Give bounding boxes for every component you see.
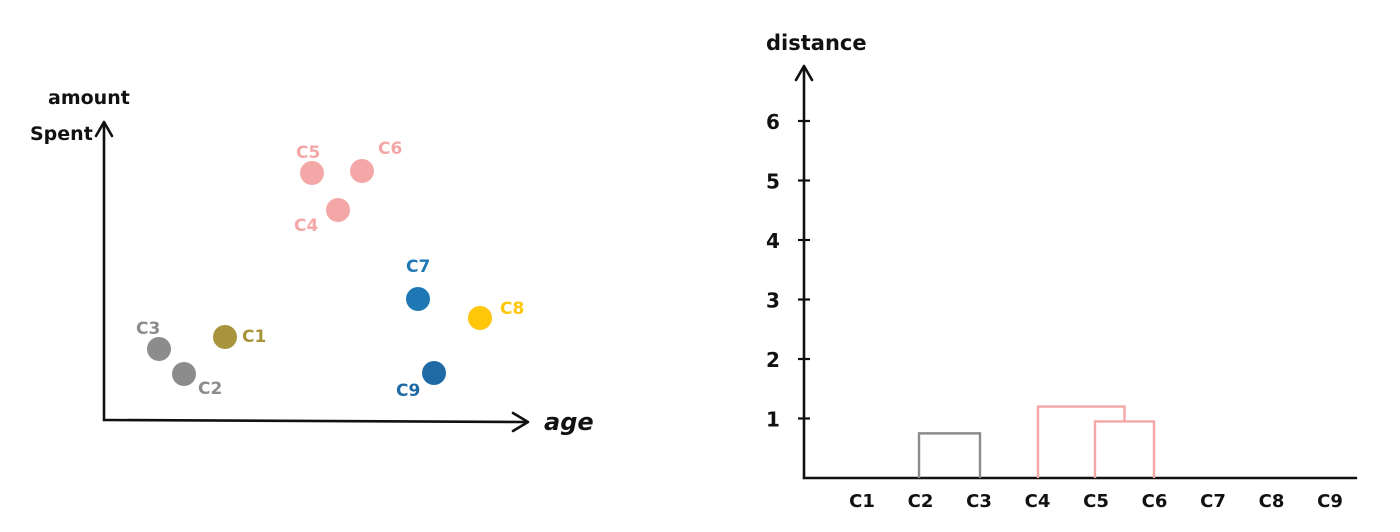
x-label-c6: C6 xyxy=(1142,491,1168,512)
dendrogram-y-arrowhead xyxy=(794,64,814,82)
point-c3 xyxy=(147,337,171,361)
point-label-c8: C8 xyxy=(500,299,524,319)
point-c7 xyxy=(406,287,430,311)
dendrogram: distance 1 2 3 4 5 6 C1 C2 C3 C4 C5 C6 C7 C8 C9 xyxy=(766,31,1358,512)
merge-link-c4-c5-c6 xyxy=(1036,405,1126,478)
scatter-y-label-line2: Spent xyxy=(30,123,93,145)
y-tick-label-5: 5 xyxy=(766,170,780,194)
scatter-x-arrowhead xyxy=(511,411,530,433)
point-label-c6: C6 xyxy=(378,139,402,159)
point-label-c7: C7 xyxy=(406,257,430,277)
x-label-c9: C9 xyxy=(1317,491,1343,512)
point-label-c3: C3 xyxy=(136,319,160,339)
x-label-c1: C1 xyxy=(849,491,875,512)
point-label-c4: C4 xyxy=(294,216,318,236)
point-label-c2: C2 xyxy=(198,379,222,399)
scatter-points: C5 C6 C4 C7 C8 C9 C3 C2 C1 xyxy=(136,139,524,401)
x-label-c7: C7 xyxy=(1200,491,1226,512)
scatter-x-axis xyxy=(102,418,528,424)
point-c9 xyxy=(422,361,446,385)
merge-link-c2-c3 xyxy=(917,432,982,478)
x-label-c5: C5 xyxy=(1083,491,1109,512)
point-label-c1: C1 xyxy=(242,327,266,347)
scatter-plot: amount Spent age C5 C6 C4 C7 C8 C9 C3 C2 C1 xyxy=(30,87,594,436)
dendrogram-links xyxy=(917,405,1156,478)
point-c4 xyxy=(326,198,350,222)
scatter-y-label-line1: amount xyxy=(48,87,130,109)
y-tick-label-3: 3 xyxy=(766,289,780,313)
dendrogram-x-labels: C1 C2 C3 C4 C5 C6 C7 C8 C9 xyxy=(849,491,1343,512)
point-c8 xyxy=(468,306,492,330)
dendrogram-y-ticks: 1 2 3 4 5 6 xyxy=(766,110,810,432)
scatter-x-label: age xyxy=(544,408,594,436)
x-label-c3: C3 xyxy=(966,491,992,512)
merge-link-c5-c6 xyxy=(1093,420,1156,478)
point-c1 xyxy=(213,325,237,349)
y-tick-label-2: 2 xyxy=(766,348,780,372)
point-c5 xyxy=(300,161,324,185)
x-label-c2: C2 xyxy=(908,491,934,512)
scatter-y-arrowhead xyxy=(94,120,114,138)
point-c2 xyxy=(172,362,196,386)
y-tick-label-1: 1 xyxy=(766,408,780,432)
y-tick-label-4: 4 xyxy=(766,229,780,253)
dendrogram-y-label: distance xyxy=(766,31,867,55)
point-label-c9: C9 xyxy=(396,381,420,401)
point-c6 xyxy=(350,159,374,183)
x-label-c8: C8 xyxy=(1259,491,1285,512)
x-label-c4: C4 xyxy=(1025,491,1051,512)
y-tick-label-6: 6 xyxy=(766,110,780,134)
point-label-c5: C5 xyxy=(296,143,320,163)
